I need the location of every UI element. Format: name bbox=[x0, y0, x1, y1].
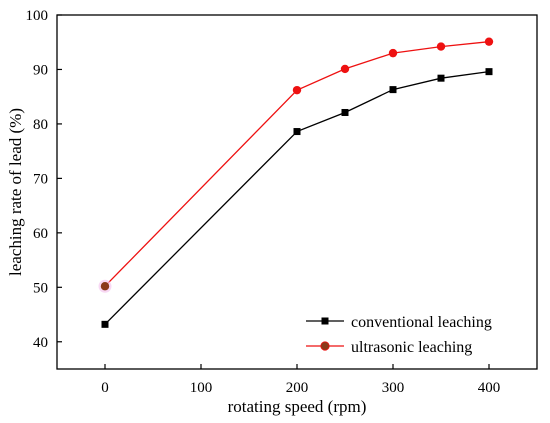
data-point-ultrasonic bbox=[100, 282, 110, 291]
series-line-0 bbox=[104, 70, 490, 325]
x-tick-label: 400 bbox=[478, 380, 501, 396]
y-tick-label: 50 bbox=[33, 280, 48, 296]
data-point-ultrasonic bbox=[388, 48, 398, 58]
data-point-conventional bbox=[389, 86, 397, 94]
data-point-ultrasonic bbox=[340, 64, 350, 74]
x-tick-label: 100 bbox=[190, 380, 213, 396]
y-axis-title: leaching rate of lead (%) bbox=[6, 108, 25, 276]
y-tick-label: 100 bbox=[26, 8, 49, 24]
data-point-ultrasonic bbox=[292, 85, 302, 95]
x-tick-label: 200 bbox=[286, 380, 309, 396]
x-tick-label: 0 bbox=[101, 380, 109, 396]
y-tick-label: 80 bbox=[33, 117, 48, 133]
data-point-conventional bbox=[485, 68, 493, 76]
data-point-conventional bbox=[293, 128, 301, 136]
legend-label-ultrasonic: ultrasonic leaching bbox=[351, 339, 472, 356]
legend: conventional leaching ultrasonic leachin… bbox=[306, 314, 492, 356]
data-point-conventional bbox=[437, 74, 445, 82]
data-point-conventional bbox=[101, 320, 109, 328]
x-axis-title: rotating speed (rpm) bbox=[228, 397, 367, 416]
legend-marker-ultrasonic bbox=[320, 341, 330, 351]
y-tick-label: 60 bbox=[33, 226, 48, 242]
x-tick-label: 300 bbox=[382, 380, 405, 396]
y-tick-label: 70 bbox=[33, 171, 48, 187]
data-point-conventional bbox=[341, 108, 349, 116]
series-line-1 bbox=[104, 41, 490, 287]
y-tick-label: 40 bbox=[33, 335, 48, 351]
legend-label-conventional: conventional leaching bbox=[351, 314, 492, 331]
legend-marker-conventional bbox=[321, 317, 329, 325]
data-point-ultrasonic bbox=[484, 37, 494, 46]
y-tick-label: 90 bbox=[33, 62, 48, 78]
data-point-ultrasonic bbox=[436, 42, 446, 51]
